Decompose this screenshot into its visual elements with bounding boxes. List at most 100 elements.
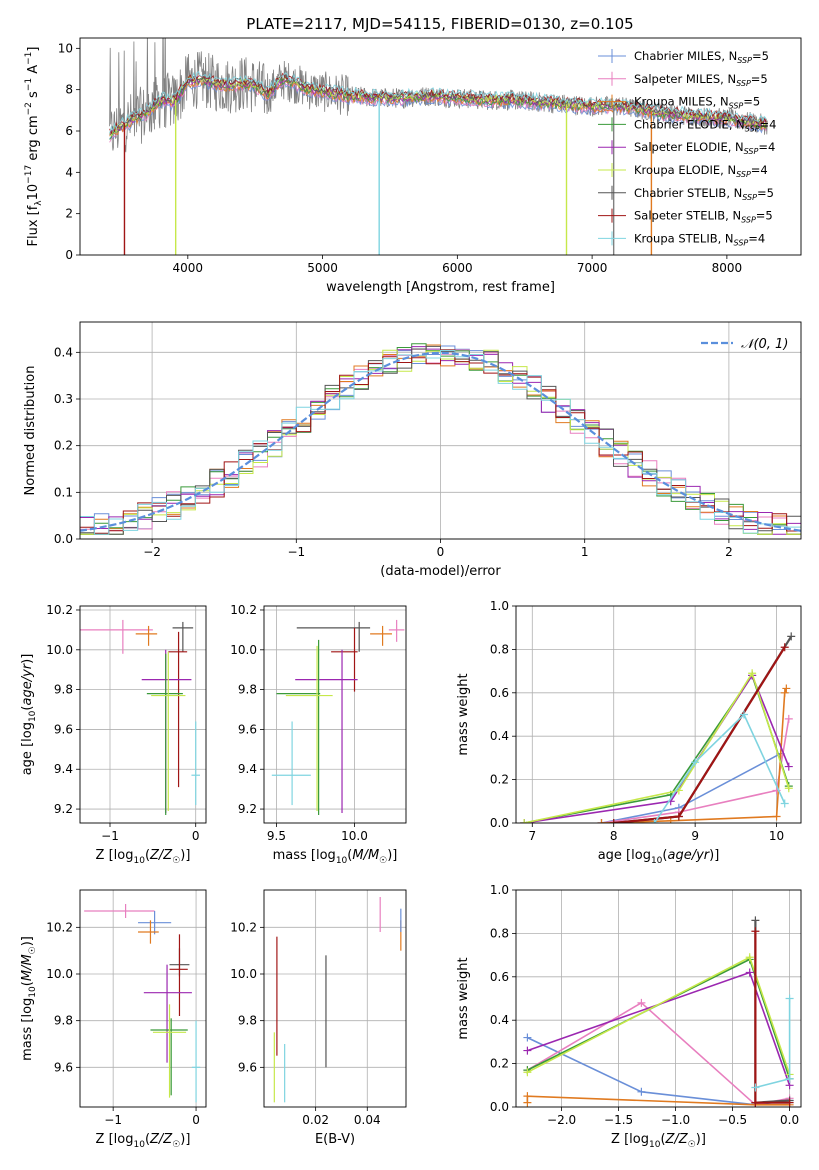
plot-area-weights_vs_Z	[523, 916, 794, 1107]
y-tick-label: 10.2	[46, 920, 73, 934]
x-tick-label: 0.04	[354, 1113, 381, 1127]
legend-label-salpeter_miles: Salpeter MILES, NSSP=5	[634, 72, 768, 88]
y-axis-label: mass weight	[456, 957, 471, 1039]
histogram-chabrier_stelib	[80, 345, 801, 539]
x-axis-label: E(B-V)	[315, 1132, 355, 1147]
y-tick-label: 4	[65, 165, 73, 179]
y-tick-label: 0.6	[490, 686, 509, 700]
axes-frame	[79, 37, 802, 256]
panel-residuals: −2 −1 0 1 2 0.0 0.1 0.2 0.3 0.4 𝒩(0, 1) (data-model…	[23, 321, 802, 579]
x-tick-label: −2	[143, 545, 161, 559]
y-tick-label: 10.2	[46, 603, 73, 617]
y-tick-label: 0	[65, 248, 73, 262]
errorbar-kroupa_miles	[135, 625, 158, 646]
panel-mass_vs_Z: −1 09.69.810.010.2Z [log10(Z/Z☉)]mass [lo…	[20, 889, 207, 1150]
y-axis-label: age [log10(age/yr)]	[20, 654, 38, 776]
label-part: 10	[28, 986, 38, 998]
weight-marker-salpeter_elodie	[523, 1046, 532, 1055]
x-tick-label: 4000	[173, 261, 204, 275]
axes-age_vs_Z: −1 09.29.49.69.810.010.2Z [log10(Z/Z☉)]ag…	[20, 603, 207, 866]
x-tick-label: 7	[528, 829, 536, 843]
y-tick-label: 0.2	[490, 1057, 509, 1071]
errorbar-kroupa_elodie	[285, 645, 333, 812]
panel-age_vs_mass: 9.5 10.0 9.2 9.4 9.6 9.8 10.0 10.2 mass [log10(M…	[230, 603, 407, 866]
weight-marker-kroupa_stelib	[785, 994, 794, 1003]
y-tick-label: 8	[65, 83, 73, 97]
y-tick-label: 9.4	[238, 762, 257, 776]
weight-marker-salpeter_miles	[637, 998, 646, 1007]
y-tick-label: 9.8	[238, 683, 257, 697]
errorbar-salpeter_stelib	[169, 934, 188, 1016]
x-tick-label: 1	[581, 545, 589, 559]
label-part: 10	[28, 710, 38, 722]
y-tick-label: 0.2	[54, 439, 73, 453]
y-tick-label: 9.6	[54, 1060, 73, 1074]
weight-line-chabrier_stelib	[754, 920, 790, 1104]
axes-mass_vs_ebv: 0.02 0.04 9.6 9.8 10.0 10.2 E(B-V)	[230, 889, 407, 1147]
weight-marker-kroupa_stelib	[785, 1074, 794, 1083]
axes-weights_vs_Z: −2.0 −1.5 −1.0 −0.5 0.0 0.0 0.2 0.4 0.6 0.8 1.0 Z […	[456, 883, 802, 1150]
x-tick-label: −1.5	[604, 1113, 633, 1127]
label-part: erg cm	[26, 115, 41, 164]
label-part: s	[26, 91, 41, 102]
panel-spectrum: 4000 5000 6000 7000 8000 0 2 4 6 8 10 wavelength [A…	[24, 37, 802, 295]
weight-line-kroupa_stelib	[755, 998, 791, 1089]
label-part: wavelength [Angstrom, rest frame]	[326, 280, 555, 295]
y-axis-label: Normed distribution	[23, 366, 38, 496]
label-part: mass [log	[20, 998, 35, 1061]
y-tick-label: 9.8	[238, 1014, 257, 1028]
x-tick-label: −1.0	[661, 1113, 690, 1127]
errorbar-kroupa_miles	[370, 625, 392, 646]
label-part: ☉	[688, 1140, 696, 1150]
errorbar-salpeter_elodie	[141, 649, 192, 814]
y-tick-label: 9.2	[54, 802, 73, 816]
errorbar-kroupa_stelib	[191, 1020, 201, 1103]
errorbar-salpeter_elodie	[143, 964, 192, 1063]
legend-label-chabrier_miles: Chabrier MILES, NSSP=5	[634, 49, 769, 65]
grid-mass_vs_ebv	[264, 890, 406, 1107]
weight-marker-kroupa_elodie	[784, 784, 793, 793]
grid-weights_vs_age	[516, 605, 801, 824]
legend-label-salpeter_elodie: Salpeter ELODIE, NSSP=4	[634, 140, 775, 156]
x-tick-label: 6000	[442, 261, 473, 275]
y-tick-label: 10	[58, 41, 73, 55]
weight-marker-kroupa_miles	[523, 1092, 532, 1101]
y-tick-label: 1.0	[490, 883, 509, 897]
legend-sub: SSP	[745, 124, 760, 133]
axes-frame	[515, 889, 802, 1108]
label-part: A	[26, 65, 41, 78]
label-part: age [log	[598, 848, 651, 863]
label-part: )]	[20, 654, 35, 664]
label-part: 10	[336, 856, 348, 866]
x-tick-label: 0	[192, 829, 200, 843]
errorbar-chabrier_stelib	[172, 621, 194, 652]
weight-marker-salpeter_stelib	[780, 643, 789, 652]
errorbar-kroupa_miles	[138, 920, 159, 944]
weight-marker-kroupa_stelib	[751, 1083, 760, 1092]
weight-line-salpeter_elodie	[523, 673, 790, 823]
errorbar-chabrier_elodie	[146, 653, 183, 816]
weight-marker-salpeter_miles	[784, 714, 793, 723]
legend-text: Chabrier ELODIE, N	[634, 117, 745, 131]
label-part: Z/Z	[149, 1132, 173, 1147]
label-part: Z [log	[611, 1132, 649, 1147]
label-part: M/M	[20, 954, 35, 981]
label-part: 10	[651, 856, 663, 866]
x-tick-label: 8	[610, 829, 618, 843]
legend-value: =5	[752, 49, 769, 63]
weight-marker-salpeter_stelib	[674, 812, 683, 821]
y-tick-label: 9.2	[238, 802, 257, 816]
legend-value: =4	[748, 231, 765, 245]
legend-label-kroupa_stelib: Kroupa STELIB, NSSP=4	[634, 231, 765, 247]
x-tick-label: 5000	[307, 261, 338, 275]
legend-text: Kroupa MILES, N	[634, 95, 729, 109]
axes-residuals: −2 −1 0 1 2 0.0 0.1 0.2 0.3 0.4 𝒩(0, 1) (data-model…	[23, 321, 802, 579]
legend-sub: SSP	[736, 170, 751, 179]
axes-spectrum: 4000 5000 6000 7000 8000 0 2 4 6 8 10 wavelength [A…	[24, 37, 802, 295]
label-part: (data-model)/error	[380, 564, 501, 579]
weight-marker-chabrier_stelib	[751, 916, 760, 925]
y-tick-label: 9.4	[54, 762, 73, 776]
label-part: Flux [f	[26, 205, 41, 246]
y-axis-label: mass weight	[456, 673, 471, 755]
x-tick-label: 8000	[712, 261, 743, 275]
